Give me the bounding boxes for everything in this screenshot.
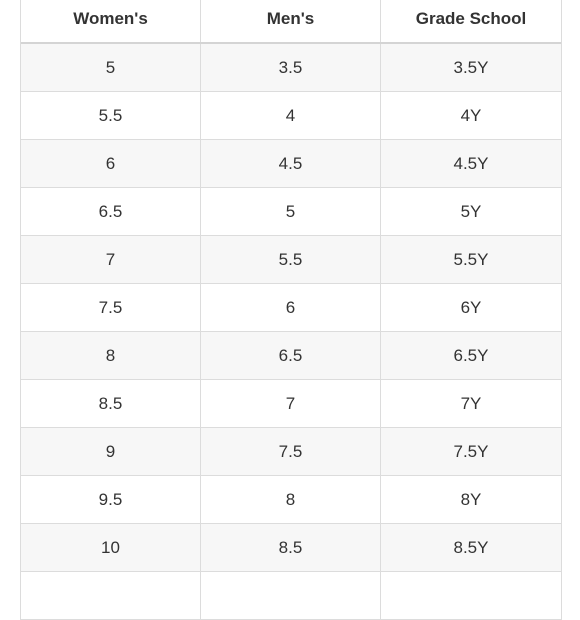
table-row: 6 4.5 4.5Y: [21, 140, 561, 188]
table-row: 9.5 8 8Y: [21, 476, 561, 524]
cell-mens: 4.5: [201, 140, 381, 187]
cell-mens: 6.5: [201, 332, 381, 379]
table-row: 5 3.5 3.5Y: [21, 44, 561, 92]
cell-grade-school: 5.5Y: [453, 249, 489, 269]
table-row: 9 7.5 7.5Y: [21, 428, 561, 476]
table-row: 10 8.5 8.5Y: [21, 524, 561, 572]
cell-grade-school: 8.5Y: [453, 537, 489, 557]
cell-womens: [21, 572, 201, 619]
cell-womens: 7: [21, 236, 201, 283]
column-header-womens: Women's: [21, 0, 201, 42]
table-row: 7.5 6 6Y: [21, 284, 561, 332]
size-chart-table: Women's Men's Grade School 5 3.5 3.5Y 5.…: [20, 0, 562, 620]
cell-womens: 8: [21, 332, 201, 379]
cell-womens: 6: [21, 140, 201, 187]
cell-grade-school: 7Y: [460, 393, 482, 413]
cell-mens: 3.5: [201, 44, 381, 91]
cell-womens: 9: [21, 428, 201, 475]
cell-womens: 7.5: [21, 284, 201, 331]
table-row: 6.5 5 5Y: [21, 188, 561, 236]
cell-womens: 5: [21, 44, 201, 91]
cell-mens: 4: [201, 92, 381, 139]
cell-mens: 7.5: [201, 428, 381, 475]
cell-grade-school: 3.5Y: [453, 57, 489, 77]
cell-womens: 10: [21, 524, 201, 571]
cell-mens: 6: [201, 284, 381, 331]
cell-grade-school: [381, 572, 561, 619]
cell-mens: [201, 572, 381, 619]
cell-womens: 9.5: [21, 476, 201, 523]
table-row: 5.5 4 4Y: [21, 92, 561, 140]
cell-grade-school: 5Y: [460, 201, 482, 221]
cell-grade-school: 4Y: [460, 105, 482, 125]
table-header-row: Women's Men's Grade School: [21, 0, 561, 44]
cell-grade-school: 6.5Y: [453, 345, 489, 365]
cell-mens: 5: [201, 188, 381, 235]
cell-womens: 6.5: [21, 188, 201, 235]
cell-womens: 8.5: [21, 380, 201, 427]
column-header-mens: Men's: [201, 0, 381, 42]
cell-mens: 5.5: [201, 236, 381, 283]
cell-mens: 7: [201, 380, 381, 427]
table-row: [21, 572, 561, 620]
cell-mens: 8.5: [201, 524, 381, 571]
table-row: 8 6.5 6.5Y: [21, 332, 561, 380]
cell-grade-school: 7.5Y: [453, 441, 489, 461]
cell-grade-school: 6Y: [460, 297, 482, 317]
cell-mens: 8: [201, 476, 381, 523]
table-row: 8.5 7 7Y: [21, 380, 561, 428]
cell-womens: 5.5: [21, 92, 201, 139]
cell-grade-school: 4.5Y: [453, 153, 489, 173]
column-header-grade-school: Grade School: [415, 9, 527, 28]
cell-grade-school: 8Y: [460, 489, 482, 509]
table-row: 7 5.5 5.5Y: [21, 236, 561, 284]
